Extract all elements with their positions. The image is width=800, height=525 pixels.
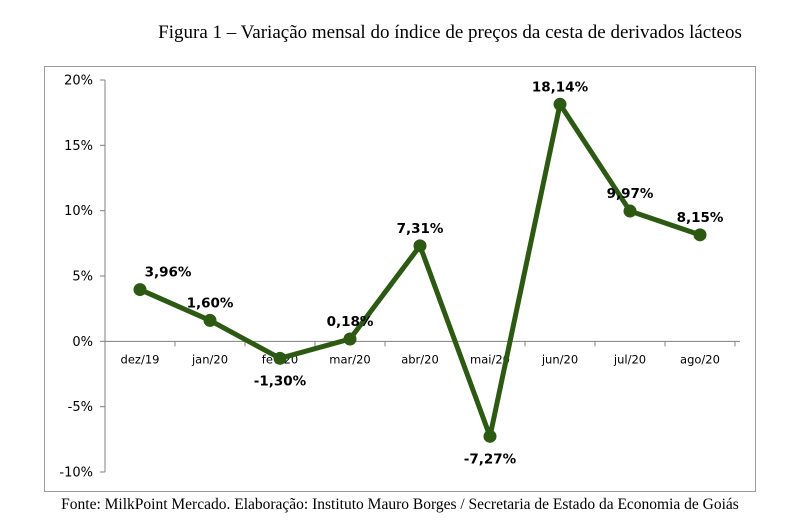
data-point <box>133 283 147 297</box>
x-tick-label: mai/20 <box>470 352 510 366</box>
y-tick-label: 20% <box>64 74 93 89</box>
x-tick-label: abr/20 <box>401 352 439 366</box>
x-tick-label: dez/19 <box>121 352 160 366</box>
data-label: -1,30% <box>254 373 307 389</box>
x-tick-label: mar/20 <box>329 352 371 366</box>
x-tick-label: jun/20 <box>541 352 578 366</box>
data-point <box>273 351 287 365</box>
y-tick-label: 5% <box>72 270 93 285</box>
y-tick-label: -10% <box>59 466 93 481</box>
data-point <box>553 97 567 111</box>
data-point <box>413 239 427 253</box>
x-tick-label: ago/20 <box>680 352 720 366</box>
data-label: 18,14% <box>532 79 589 95</box>
data-label: 3,96% <box>145 265 192 281</box>
source-note: Fonte: MilkPoint Mercado. Elaboração: In… <box>61 496 739 513</box>
data-point <box>203 313 217 327</box>
series-line <box>137 101 703 439</box>
y-tick-label: 0% <box>72 335 93 350</box>
data-point <box>343 332 357 346</box>
data-label: 1,60% <box>187 295 234 311</box>
y-tick-label: -5% <box>68 400 93 415</box>
chart-frame <box>44 66 756 492</box>
data-label: 9,97% <box>607 186 654 202</box>
data-label: -7,27% <box>464 451 517 467</box>
data-label: 8,15% <box>677 210 724 226</box>
chart-title: Figura 1 – Variação mensal do índice de … <box>158 22 742 43</box>
data-label: 0,18% <box>327 314 374 330</box>
data-point <box>693 228 707 242</box>
data-label: 7,31% <box>397 221 444 237</box>
y-tick-label: 10% <box>64 204 93 219</box>
data-point <box>483 429 497 443</box>
data-point <box>623 204 637 218</box>
y-tick-label: 15% <box>64 139 93 154</box>
x-tick-label: jul/20 <box>613 352 646 366</box>
x-tick-label: jan/20 <box>191 352 228 366</box>
